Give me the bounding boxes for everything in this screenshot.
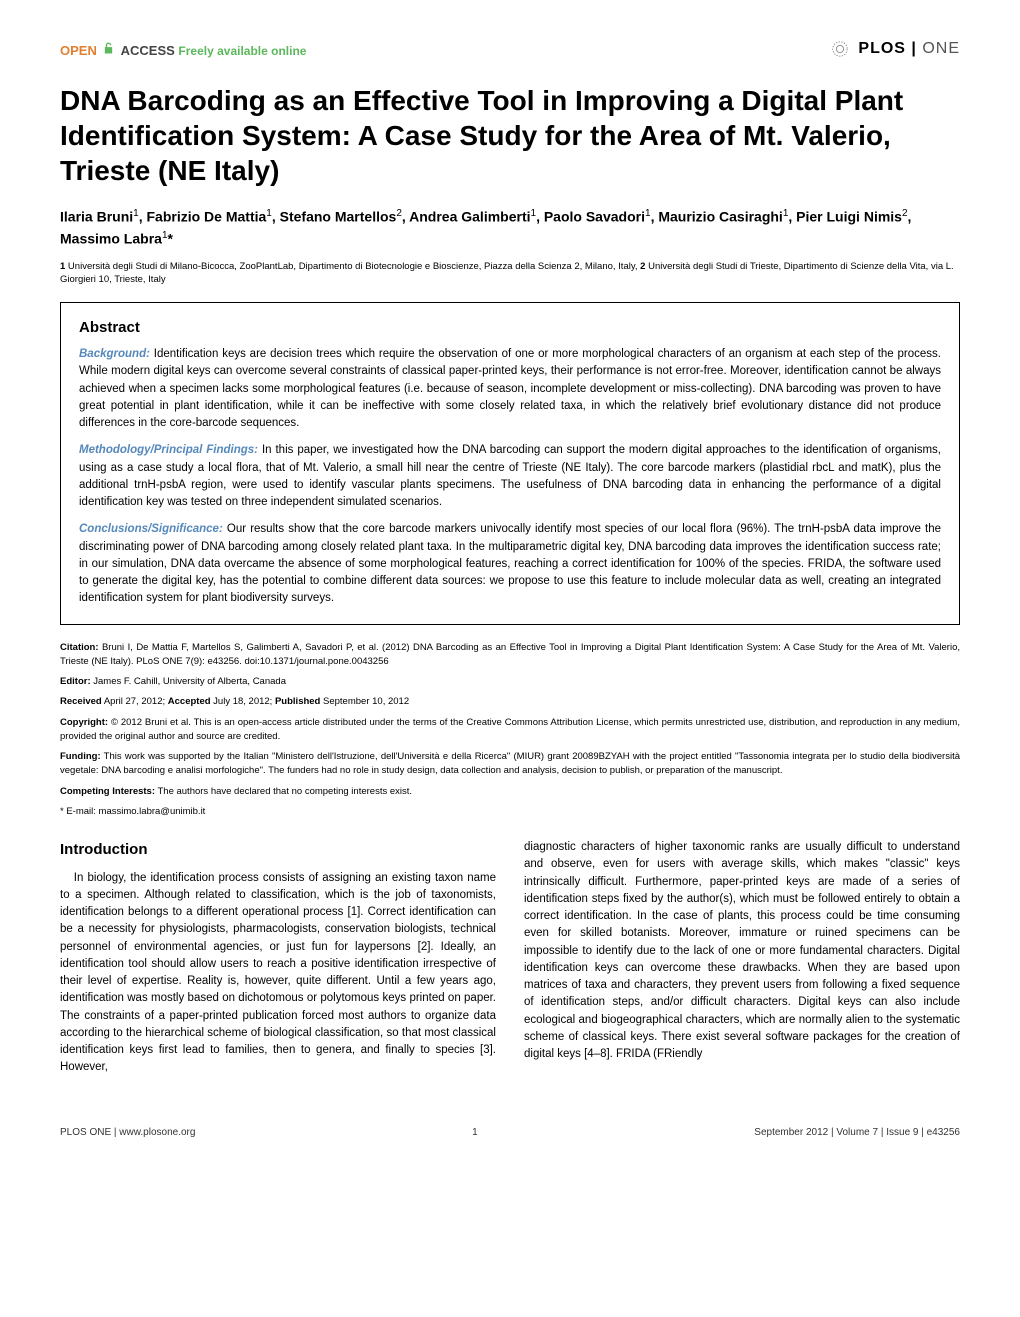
open-text: OPEN [60, 43, 97, 58]
background-text: Identification keys are decision trees w… [79, 348, 941, 429]
citation-label: Citation: [60, 642, 99, 653]
funding-block: Funding: This work was supported by the … [60, 750, 960, 779]
copyright-block: Copyright: © 2012 Bruni et al. This is a… [60, 716, 960, 745]
body-col-right: diagnostic characters of higher taxonomi… [524, 839, 960, 1077]
conclusions-text: Our results show that the core barcode m… [79, 523, 941, 604]
received-text: April 27, 2012; [102, 696, 168, 707]
abstract-background: Background: Identification keys are deci… [79, 346, 941, 432]
lock-icon [103, 41, 114, 55]
citation-block: Citation: Bruni I, De Mattia F, Martello… [60, 641, 960, 670]
competing-text: The authors have declared that no compet… [155, 786, 412, 797]
published-label: Published [275, 696, 320, 707]
citation-text: Bruni I, De Mattia F, Martellos S, Galim… [60, 642, 960, 667]
copyright-label: Copyright: [60, 717, 108, 728]
editor-label: Editor: [60, 676, 91, 687]
competing-label: Competing Interests: [60, 786, 155, 797]
authors-list: Ilaria Bruni1, Fabrizio De Mattia1, Stef… [60, 206, 960, 249]
funding-label: Funding: [60, 751, 101, 762]
footer-right: September 2012 | Volume 7 | Issue 9 | e4… [754, 1127, 960, 1138]
plos-text: PLOS [858, 40, 906, 57]
published-text: September 10, 2012 [320, 696, 409, 707]
footer-left: PLOS ONE | www.plosone.org [60, 1127, 195, 1138]
access-text: ACCESS [121, 43, 175, 58]
copyright-text: © 2012 Bruni et al. This is an open-acce… [60, 717, 960, 742]
intro-para-2: diagnostic characters of higher taxonomi… [524, 839, 960, 1063]
header-bar: OPEN ACCESS Freely available online PLOS… [60, 40, 960, 58]
introduction-heading: Introduction [60, 839, 496, 862]
affiliations: 1 Università degli Studi di Milano-Bicoc… [60, 260, 960, 287]
body-col-left: Introduction In biology, the identificat… [60, 839, 496, 1077]
abstract-box: Abstract Background: Identification keys… [60, 302, 960, 625]
logo-divider: | [911, 40, 922, 57]
editor-text: James F. Cahill, University of Alberta, … [91, 676, 286, 687]
dates-block: Received April 27, 2012; Accepted July 1… [60, 695, 960, 709]
accepted-text: July 18, 2012; [211, 696, 275, 707]
page-footer: PLOS ONE | www.plosone.org 1 September 2… [60, 1127, 960, 1138]
abstract-conclusions: Conclusions/Significance: Our results sh… [79, 521, 941, 607]
editor-block: Editor: James F. Cahill, University of A… [60, 675, 960, 689]
funding-text: This work was supported by the Italian "… [60, 751, 960, 776]
body-columns: Introduction In biology, the identificat… [60, 839, 960, 1077]
accepted-label: Accepted [168, 696, 211, 707]
competing-block: Competing Interests: The authors have de… [60, 785, 960, 799]
conclusions-label: Conclusions/Significance: [79, 523, 223, 535]
open-access-badge: OPEN ACCESS Freely available online [60, 41, 306, 58]
abstract-methodology: Methodology/Principal Findings: In this … [79, 442, 941, 511]
background-label: Background: [79, 348, 150, 360]
footer-page-number: 1 [472, 1127, 478, 1138]
email-block: * E-mail: massimo.labra@unimib.it [60, 805, 960, 819]
article-title: DNA Barcoding as an Effective Tool in Im… [60, 83, 960, 188]
journal-logo: PLOS | ONE [831, 40, 960, 58]
received-label: Received [60, 696, 102, 707]
one-text: ONE [922, 40, 960, 57]
plos-circle-icon [831, 40, 849, 58]
intro-para-1: In biology, the identification process c… [60, 870, 496, 1077]
freely-text: Freely available online [178, 44, 306, 58]
methodology-label: Methodology/Principal Findings: [79, 444, 258, 456]
abstract-heading: Abstract [79, 319, 941, 336]
